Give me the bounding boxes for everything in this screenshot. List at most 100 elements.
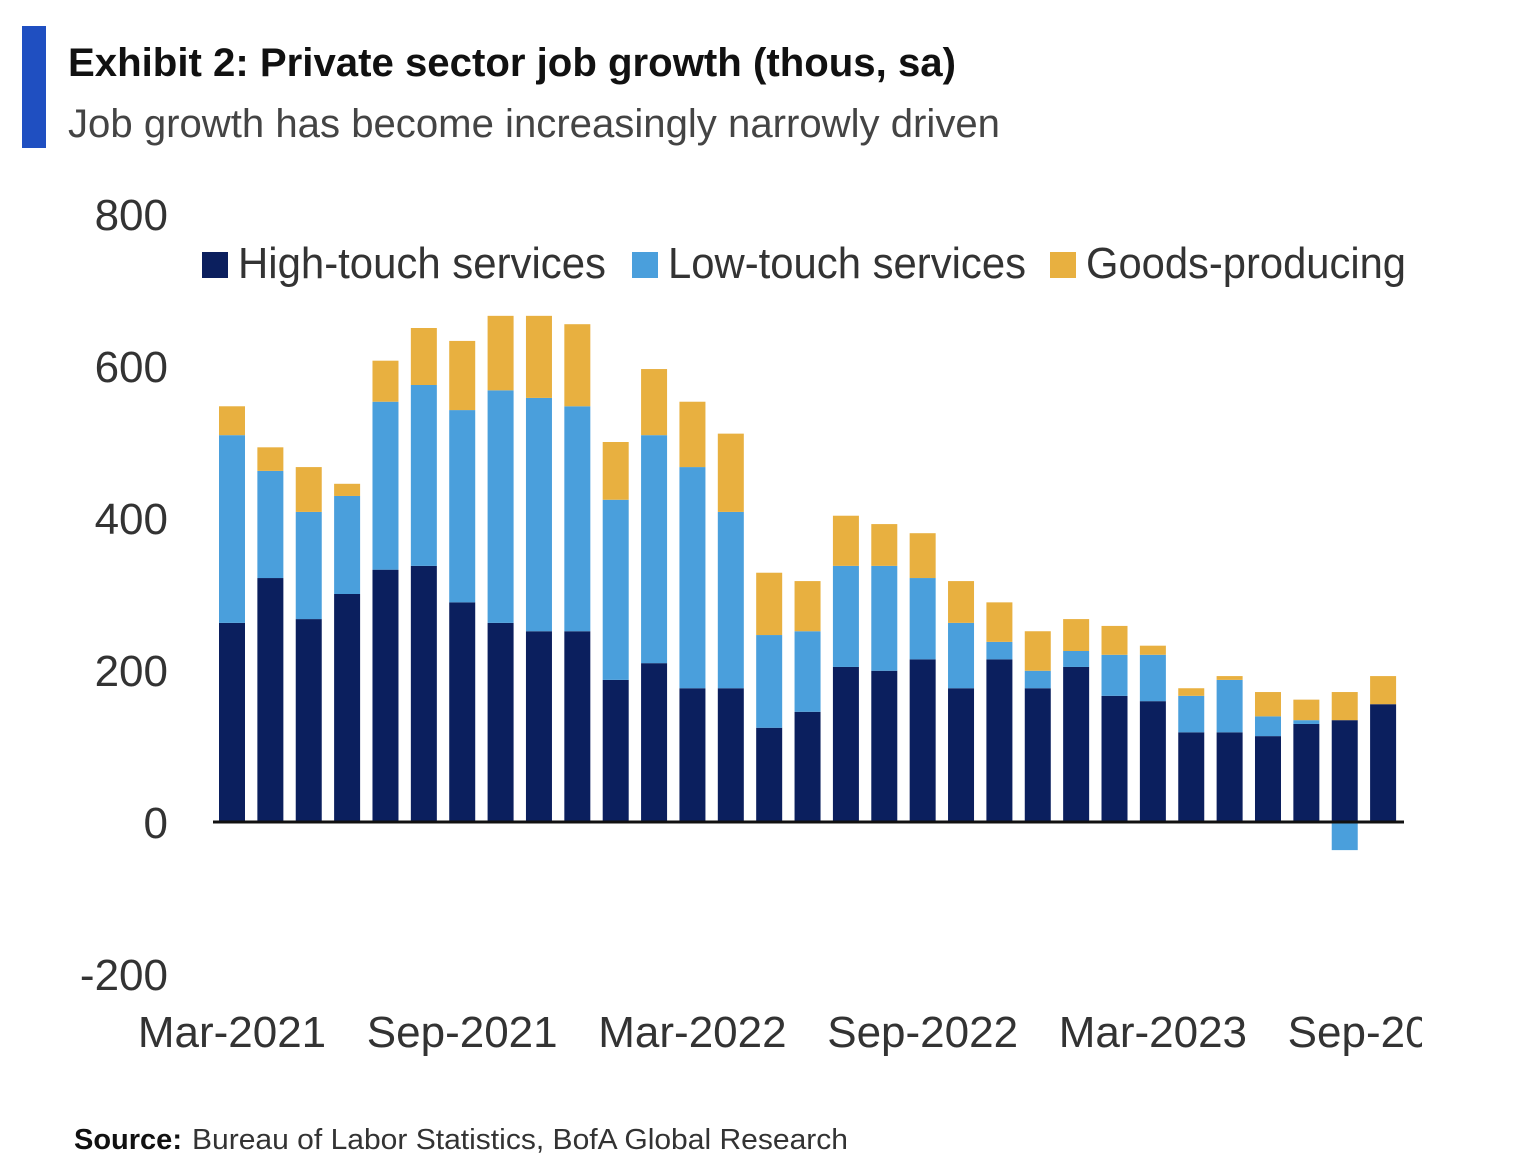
- legend-label: Goods-producing: [1086, 239, 1406, 288]
- bar-goods-producing-aug-2021: [410, 328, 437, 385]
- bar-low-touch-services-nov-2021: [525, 397, 552, 632]
- y-tick-label: -200: [80, 951, 168, 1000]
- bar-low-touch-services-aug-2023: [1331, 822, 1358, 851]
- bar-goods-producing-mar-2022: [679, 401, 706, 468]
- bar-goods-producing-mar-2023: [1139, 645, 1166, 655]
- bar-goods-producing-oct-2022: [948, 581, 975, 623]
- bar-high-touch-services-jul-2023: [1293, 723, 1320, 822]
- x-tick-label: Mar-2021: [138, 1008, 326, 1057]
- bar-goods-producing-aug-2023: [1331, 692, 1358, 721]
- bar-goods-producing-sep-2021: [449, 340, 476, 411]
- bar-goods-producing-jul-2021: [372, 360, 399, 402]
- y-tick-label: 200: [95, 647, 168, 696]
- x-tick-label: Sep-2023: [1288, 1008, 1479, 1057]
- bar-goods-producing-jun-2021: [334, 483, 361, 496]
- bar-high-touch-services-jan-2023: [1063, 666, 1090, 822]
- bar-low-touch-services-jul-2023: [1293, 720, 1320, 724]
- bar-low-touch-services-may-2021: [295, 511, 322, 620]
- bar-high-touch-services-sep-2022: [909, 659, 936, 822]
- bar-goods-producing-jan-2023: [1063, 619, 1090, 651]
- bar-low-touch-services-dec-2022: [1024, 670, 1051, 689]
- bar-goods-producing-jul-2022: [832, 515, 859, 566]
- bar-goods-producing-may-2022: [756, 572, 783, 636]
- bar-goods-producing-jan-2022: [602, 442, 629, 500]
- y-tick-label: 600: [95, 343, 168, 392]
- source-label: Source:: [74, 1124, 182, 1156]
- x-tick-label: Mar-2023: [1059, 1008, 1247, 1057]
- bar-high-touch-services-dec-2022: [1024, 688, 1051, 822]
- bar-low-touch-services-feb-2023: [1101, 654, 1128, 696]
- bar-goods-producing-dec-2022: [1024, 631, 1051, 671]
- x-tick-label: Sep-2022: [827, 1008, 1018, 1057]
- legend-swatch-1: [632, 252, 658, 278]
- bar-goods-producing-sep-2022: [909, 533, 936, 579]
- y-tick-label: 0: [144, 799, 168, 848]
- bar-high-touch-services-oct-2021: [487, 622, 514, 822]
- bar-high-touch-services-nov-2022: [986, 659, 1013, 822]
- bar-high-touch-services-dec-2021: [564, 631, 591, 822]
- bar-goods-producing-apr-2022: [717, 433, 744, 512]
- bar-high-touch-services-may-2021: [295, 619, 322, 822]
- chart-title: Exhibit 2: Private sector job growth (th…: [68, 41, 956, 85]
- bar-high-touch-services-oct-2022: [948, 688, 975, 822]
- x-tick-label: Sep-2021: [367, 1008, 558, 1057]
- bar-high-touch-services-jul-2021: [372, 569, 399, 822]
- bar-goods-producing-nov-2021: [525, 315, 552, 398]
- bar-high-touch-services-feb-2022: [641, 663, 668, 822]
- bar-goods-producing-jun-2022: [794, 581, 821, 632]
- y-tick-label: 800: [95, 191, 168, 240]
- bar-high-touch-services-mar-2022: [679, 688, 706, 822]
- chart-subtitle: Job growth has become increasingly narro…: [68, 102, 1000, 146]
- bar-low-touch-services-apr-2021: [257, 470, 284, 579]
- bar-high-touch-services-jun-2021: [334, 594, 361, 822]
- bar-high-touch-services-jun-2022: [794, 711, 821, 822]
- bar-low-touch-services-aug-2022: [871, 565, 898, 671]
- bar-low-touch-services-aug-2021: [410, 385, 437, 566]
- bar-low-touch-services-oct-2021: [487, 390, 514, 623]
- bar-high-touch-services-aug-2021: [410, 565, 437, 822]
- bar-low-touch-services-jun-2023: [1254, 716, 1281, 737]
- bar-low-touch-services-may-2022: [756, 635, 783, 728]
- legend-label: High-touch services: [238, 239, 606, 288]
- bar-goods-producing-dec-2021: [564, 324, 591, 407]
- bar-low-touch-services-oct-2022: [948, 622, 975, 689]
- bar-low-touch-services-may-2023: [1216, 679, 1243, 733]
- bar-high-touch-services-may-2023: [1216, 732, 1243, 822]
- bar-low-touch-services-sep-2022: [909, 578, 936, 660]
- bar-low-touch-services-feb-2022: [641, 435, 668, 664]
- x-tick-label: Mar-2022: [598, 1008, 786, 1057]
- bar-goods-producing-aug-2022: [871, 524, 898, 566]
- bar-low-touch-services-apr-2022: [717, 511, 744, 689]
- bar-high-touch-services-jul-2022: [832, 666, 859, 822]
- bar-high-touch-services-sep-2021: [449, 602, 476, 822]
- bar-high-touch-services-apr-2022: [717, 688, 744, 822]
- bar-high-touch-services-jun-2023: [1254, 736, 1281, 822]
- source-text: Bureau of Labor Statistics, BofA Global …: [192, 1124, 848, 1156]
- bar-low-touch-services-apr-2023: [1178, 695, 1205, 733]
- bar-high-touch-services-apr-2023: [1178, 732, 1205, 822]
- bar-high-touch-services-apr-2021: [257, 578, 284, 822]
- bar-low-touch-services-jun-2022: [794, 631, 821, 712]
- bar-low-touch-services-mar-2022: [679, 467, 706, 689]
- legend-swatch-0: [202, 252, 228, 278]
- legend-label: Low-touch services: [668, 239, 1026, 288]
- bar-goods-producing-feb-2023: [1101, 625, 1128, 655]
- bar-goods-producing-may-2021: [295, 467, 322, 512]
- y-tick-label: 400: [95, 495, 168, 544]
- bar-goods-producing-nov-2022: [986, 602, 1013, 642]
- bar-low-touch-services-jan-2022: [602, 499, 629, 680]
- title-accent-bar: [22, 26, 46, 148]
- bar-low-touch-services-jul-2022: [832, 565, 859, 667]
- bar-high-touch-services-mar-2023: [1139, 701, 1166, 822]
- bar-goods-producing-jun-2023: [1254, 692, 1281, 717]
- bar-low-touch-services-sep-2021: [449, 410, 476, 603]
- bar-low-touch-services-jan-2023: [1063, 651, 1090, 667]
- bar-high-touch-services-sep-2023: [1370, 704, 1397, 822]
- bar-goods-producing-mar-2021: [219, 406, 245, 436]
- bar-high-touch-services-aug-2023: [1331, 720, 1358, 822]
- bar-goods-producing-jul-2023: [1293, 699, 1320, 721]
- bar-low-touch-services-jul-2021: [372, 401, 399, 570]
- bar-goods-producing-sep-2023: [1370, 676, 1397, 705]
- bar-goods-producing-apr-2021: [257, 447, 284, 471]
